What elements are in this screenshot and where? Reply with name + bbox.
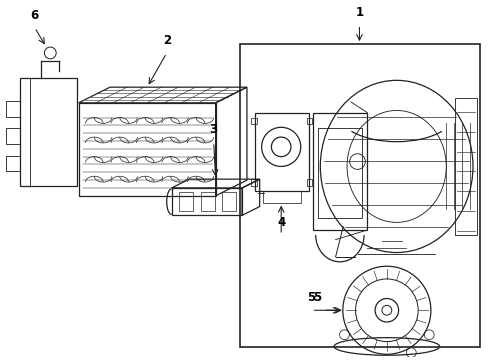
Bar [222,192,236,211]
Bar [201,192,214,211]
Bar [250,117,256,124]
Bar [20,78,77,186]
Bar [318,128,362,218]
Bar [454,98,476,235]
Text: 2: 2 [163,34,170,47]
Bar [306,117,312,124]
Text: 4: 4 [277,216,285,229]
Text: 1: 1 [355,6,363,19]
Text: 5: 5 [313,291,321,305]
Bar [6,128,20,144]
Bar [179,192,193,211]
Bar [79,103,215,196]
Bar [6,156,20,171]
Bar [254,113,308,191]
Bar [240,44,479,347]
Bar [171,188,242,215]
Bar [306,179,312,186]
Text: 6: 6 [30,9,39,22]
Bar [6,101,20,117]
Text: 3: 3 [209,123,217,136]
Bar [313,113,366,230]
Bar [262,191,300,203]
Bar [250,179,256,186]
Text: 5: 5 [307,291,315,305]
